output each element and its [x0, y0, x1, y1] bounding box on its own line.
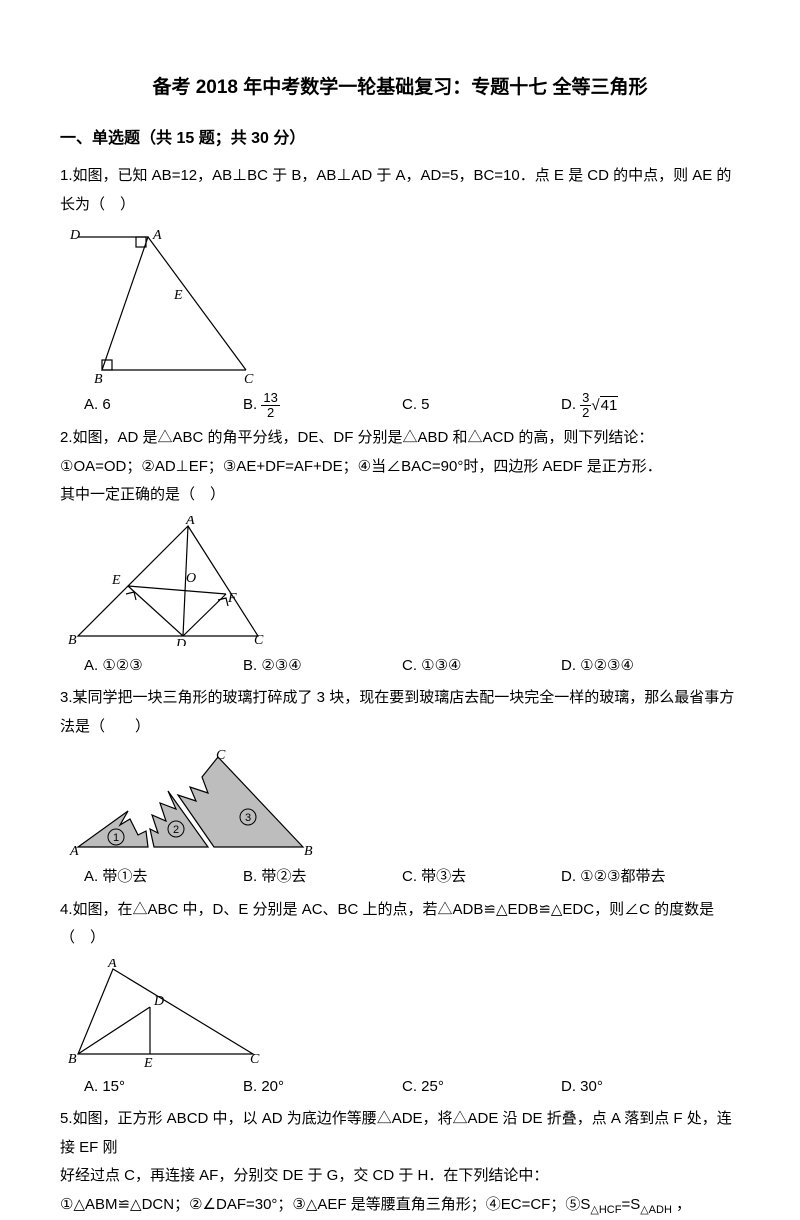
question-5: 5.如图，正方形 ABCD 中，以 AD 为底边作等腰△ADE，将△ADE 沿 … — [60, 1105, 740, 1220]
svg-text:A: A — [69, 844, 79, 857]
q1-opt-d: D. 3241 — [561, 391, 720, 420]
q3-opt-a: A. 带①去 — [84, 863, 243, 892]
q2-opt-d: D. ①②③④ — [561, 652, 720, 681]
svg-text:D: D — [175, 637, 186, 646]
q4-opt-c: C. 25° — [402, 1073, 561, 1102]
svg-text:F: F — [227, 591, 237, 606]
svg-text:A: A — [107, 959, 117, 971]
q3-opt-b: B. 带②去 — [243, 863, 402, 892]
q4-figure: A B C D E — [68, 959, 740, 1067]
svg-text:A: A — [185, 516, 195, 528]
q5-stem-1: 5.如图，正方形 ABCD 中，以 AD 为底边作等腰△ADE，将△ADE 沿 … — [60, 1105, 740, 1162]
svg-text:E: E — [173, 288, 183, 303]
svg-text:B: B — [68, 633, 77, 646]
q4-options: A. 15° B. 20° C. 25° D. 30° — [60, 1073, 740, 1102]
section-header: 一、单选题（共 15 题；共 30 分） — [60, 124, 740, 154]
q4-opt-b: B. 20° — [243, 1073, 402, 1102]
q2-stem-1: 2.如图，AD 是△ABC 的角平分线，DE、DF 分别是△ABD 和△ACD … — [60, 424, 740, 453]
q1-figure: D A B C E — [68, 225, 740, 385]
svg-text:B: B — [94, 372, 103, 385]
q3-opt-d: D. ①②③都带去 — [561, 863, 720, 892]
svg-text:A: A — [152, 228, 162, 243]
q1-opt-b: B. 132 — [243, 391, 402, 420]
q2-figure: A B C D E F O — [68, 516, 740, 646]
q3-stem: 3.某同学把一块三角形的玻璃打碎成了 3 块，现在要到玻璃店去配一块完全一样的玻… — [60, 684, 740, 741]
q1-opt-a: A. 6 — [84, 391, 243, 420]
svg-text:C: C — [244, 372, 254, 385]
svg-text:B: B — [304, 844, 313, 857]
question-1: 1.如图，已知 AB=12，AB⊥BC 于 B，AB⊥AD 于 A，AD=5，B… — [60, 162, 740, 420]
page-title: 备考 2018 年中考数学一轮基础复习：专题十七 全等三角形 — [60, 70, 740, 106]
q2-opt-a: A. ①②③ — [84, 652, 243, 681]
question-4: 4.如图，在△ABC 中，D、E 分别是 AC、BC 上的点，若△ADB≌△ED… — [60, 896, 740, 1102]
svg-text:1: 1 — [113, 832, 119, 844]
svg-text:C: C — [250, 1052, 260, 1067]
q5-stem-3: ①△ABM≌△DCN；②∠DAF=30°；③△AEF 是等腰直角三角形；④EC=… — [60, 1191, 740, 1220]
q2-opt-c: C. ①③④ — [402, 652, 561, 681]
q3-options: A. 带①去 B. 带②去 C. 带③去 D. ①②③都带去 — [60, 863, 740, 892]
q3-opt-c: C. 带③去 — [402, 863, 561, 892]
svg-text:E: E — [143, 1056, 153, 1067]
q1-stem: 1.如图，已知 AB=12，AB⊥BC 于 B，AB⊥AD 于 A，AD=5，B… — [60, 162, 740, 219]
svg-text:E: E — [111, 573, 121, 588]
q2-stem-3: 其中一定正确的是（ ） — [60, 481, 740, 510]
q2-opt-b: B. ②③④ — [243, 652, 402, 681]
svg-text:B: B — [68, 1052, 77, 1067]
q2-options: A. ①②③ B. ②③④ C. ①③④ D. ①②③④ — [60, 652, 740, 681]
q1-options: A. 6 B. 132 C. 5 D. 3241 — [60, 391, 740, 420]
q3-figure: A C B 1 2 3 — [68, 747, 740, 857]
svg-text:D: D — [153, 994, 164, 1009]
question-2: 2.如图，AD 是△ABC 的角平分线，DE、DF 分别是△ABD 和△ACD … — [60, 424, 740, 680]
q1-opt-c: C. 5 — [402, 391, 561, 420]
svg-text:D: D — [69, 228, 80, 243]
q4-stem: 4.如图，在△ABC 中，D、E 分别是 AC、BC 上的点，若△ADB≌△ED… — [60, 896, 740, 953]
q4-opt-d: D. 30° — [561, 1073, 720, 1102]
svg-text:3: 3 — [245, 812, 251, 824]
q5-stem-2: 好经过点 C，再连接 AF，分别交 DE 于 G，交 CD 于 H．在下列结论中… — [60, 1162, 740, 1191]
svg-text:C: C — [254, 633, 264, 646]
svg-text:2: 2 — [173, 824, 179, 836]
q4-opt-a: A. 15° — [84, 1073, 243, 1102]
question-3: 3.某同学把一块三角形的玻璃打碎成了 3 块，现在要到玻璃店去配一块完全一样的玻… — [60, 684, 740, 892]
svg-text:C: C — [216, 748, 226, 763]
svg-text:O: O — [186, 571, 196, 586]
q2-stem-2: ①OA=OD；②AD⊥EF；③AE+DF=AF+DE；④当∠BAC=90°时，四… — [60, 453, 740, 482]
